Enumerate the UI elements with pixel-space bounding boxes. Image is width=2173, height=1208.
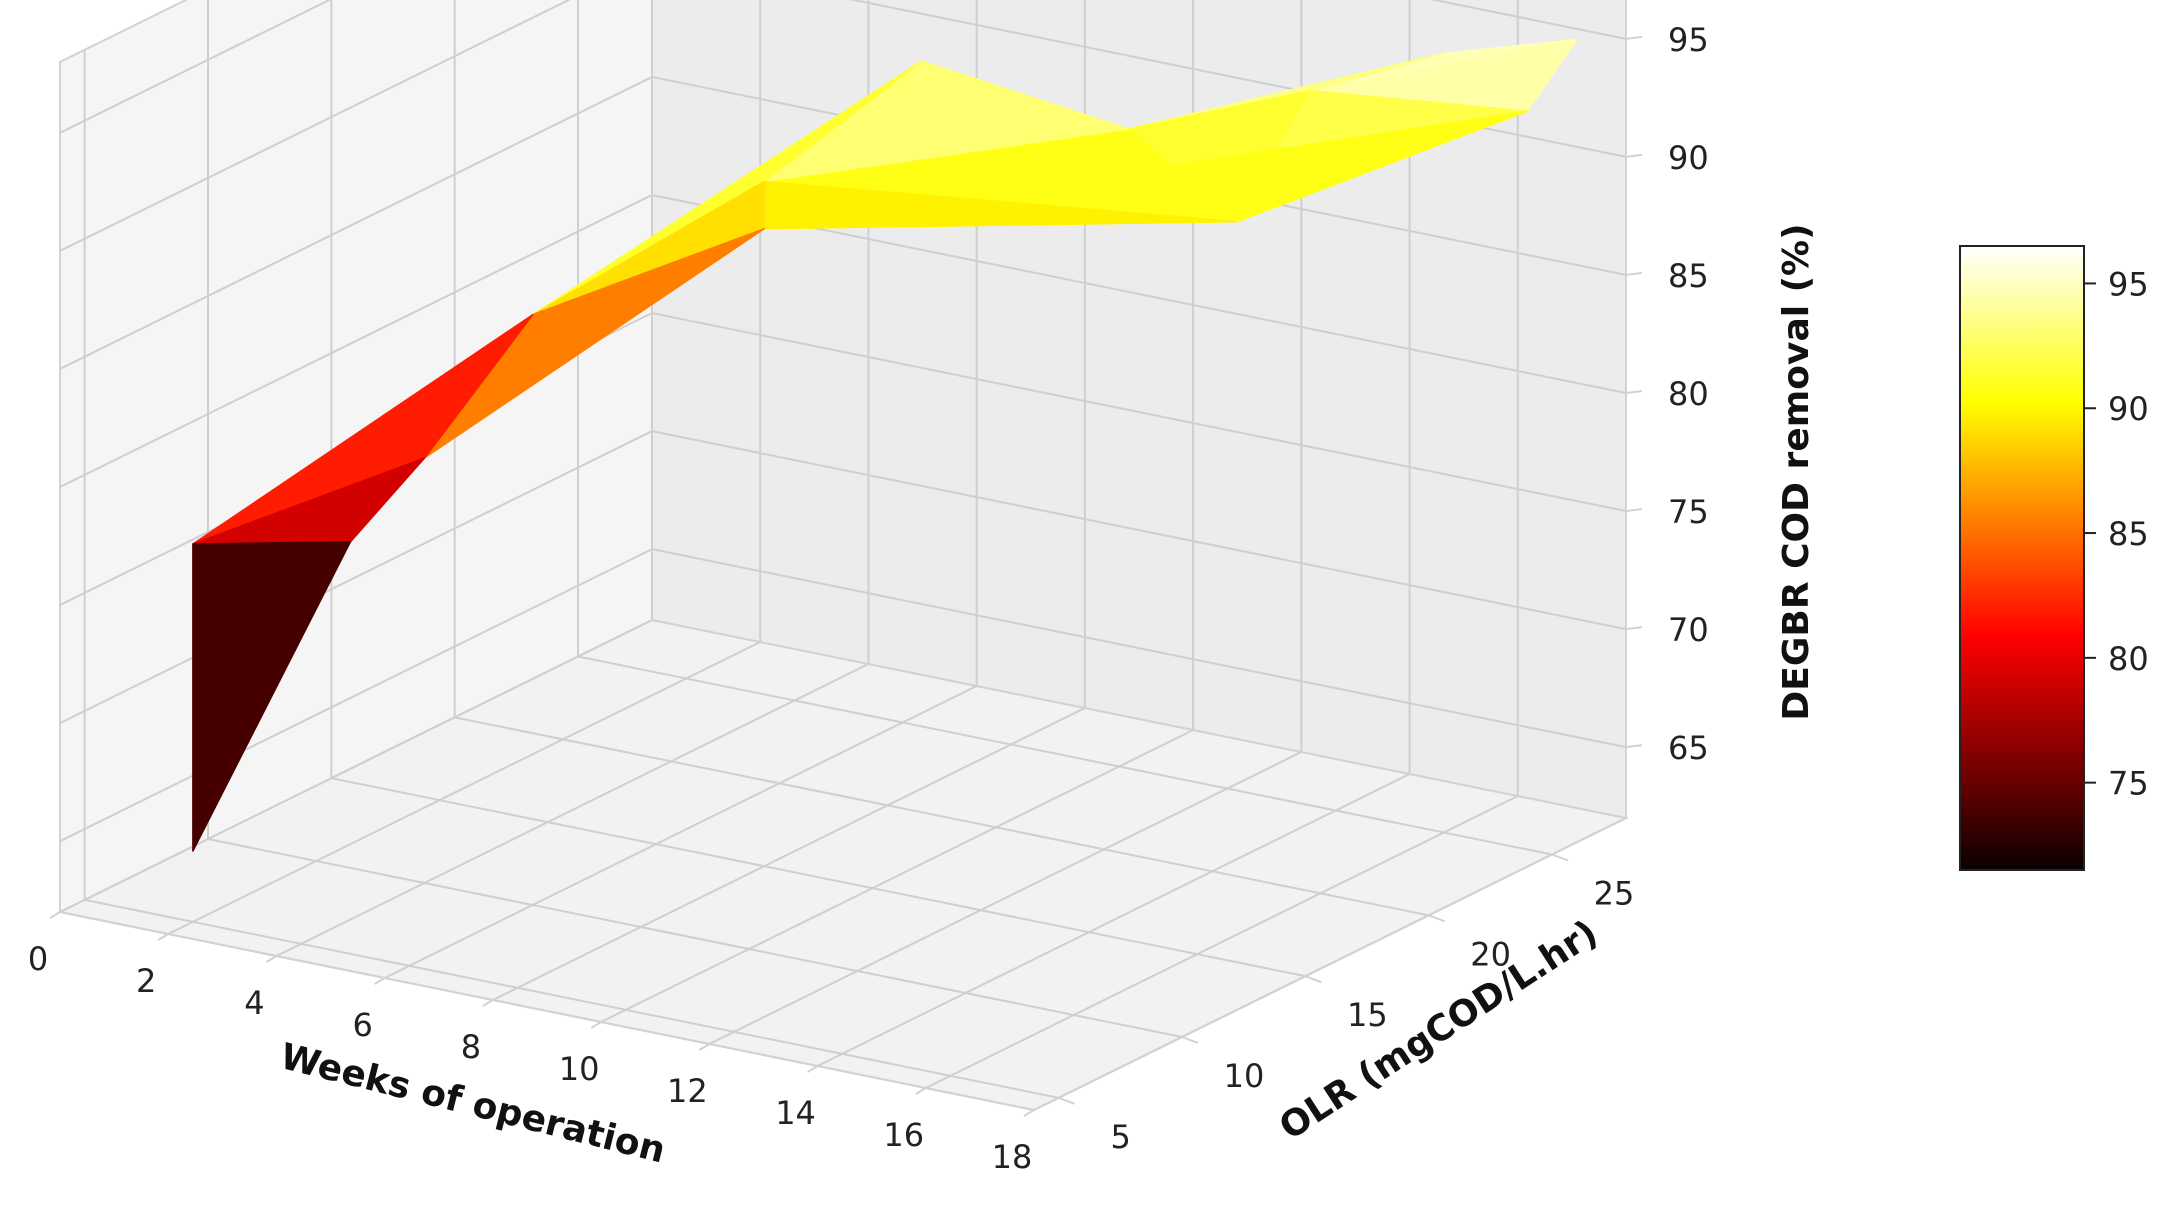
x-tick-label: 14 [775,1094,816,1132]
x-tick [49,911,61,919]
x-grid-floor [817,773,1410,1067]
z-axis-label: DEGBR COD removal (%) [1776,223,1817,720]
x-tick [915,1087,927,1095]
x-tick-label: 4 [244,984,264,1022]
z-grid-left [59,76,653,370]
x-tick-label: 2 [136,962,156,1000]
y-tick [1428,914,1446,923]
x-tick-label: 10 [559,1050,600,1088]
z-tick-label: 80 [1668,375,1709,413]
z-tick [1625,390,1643,394]
y-tick-label: 25 [1594,875,1635,913]
x-grid-floor [708,751,1302,1045]
y-grid-floor [331,777,1306,978]
z-tick [1625,35,1643,40]
z-tick-label: 75 [1668,493,1709,531]
x-grid-floor [384,685,978,979]
y-tick [1181,1036,1199,1044]
z-grid-left [59,194,653,488]
z-tick [1625,626,1643,631]
x-tick [698,1043,710,1051]
y-tick [1058,1096,1076,1105]
z-grid-left [59,0,332,134]
x-tick-label: 6 [352,1006,372,1044]
y-tick [1304,975,1322,984]
x-tick-label: 12 [667,1072,708,1110]
colorbar-tick-label: 80 [2108,640,2149,678]
x-grid-floor [276,663,869,957]
colorbar-scale [1959,245,2085,871]
x-tick [157,933,169,941]
y-grid-floor [577,655,1553,856]
colorbar-tick-label: 75 [2108,765,2149,803]
x-grid-floor [492,707,1086,1001]
z-grid-left [59,548,653,843]
x-tick-label: 8 [461,1028,481,1066]
colorbar: 75 80 85 90 95 [1959,245,2149,871]
x-tick-label: 16 [883,1116,924,1154]
y-tick [1551,853,1569,862]
colorbar-ticks: 75 80 85 90 95 [2084,265,2149,803]
z-grid-left [59,430,653,725]
z-grid-left [59,0,571,252]
surface-plot [192,38,1578,852]
y-tick-label: 10 [1224,1057,1265,1095]
axis-ticks: 0 2 4 6 8 10 12 14 16 18 5 10 15 20 25 65 70 75 80 85 90 95 [28,21,1709,1176]
y-grid-floor [207,838,1183,1038]
x-axis-line [59,911,1035,1111]
y-axis-line [1033,817,1627,1111]
x-tick-label: 18 [992,1138,1033,1176]
z-tick [1625,744,1643,749]
y-grid-floor [84,898,1059,1099]
z-tick [1625,153,1643,158]
z-grid-back [651,430,1627,631]
x-tick [265,955,277,963]
z-grid-back [651,548,1627,749]
z-tick-label: 95 [1668,21,1709,59]
x-tick-label: 0 [28,940,48,978]
z-grid-back [651,312,1627,513]
x-tick [1023,1109,1035,1117]
y-tick-label: 5 [1110,1118,1130,1156]
x-tick [807,1065,819,1073]
x-grid-floor [925,795,1519,1089]
z-grid-back [1429,0,1627,40]
y-tick-label: 15 [1347,996,1388,1034]
x-grid-floor [600,729,1194,1023]
z-tick-label: 85 [1668,257,1709,295]
z-tick [1625,508,1643,513]
x-grid-floor [59,619,653,913]
x-grid-floor [167,641,761,935]
z-tick-label: 65 [1668,729,1709,767]
z-tick-label: 70 [1668,611,1709,649]
colorbar-tick-label: 95 [2108,265,2149,303]
x-tick [482,999,494,1007]
colorbar-tick-label: 85 [2108,515,2149,553]
colorbar-tick-label: 90 [2108,390,2149,428]
x-tick [374,977,386,985]
z-tick-label: 90 [1668,139,1709,177]
surface-facet [192,540,352,852]
y-tick-label: 20 [1470,935,1511,973]
z-tick [1625,271,1643,276]
y-grid-floor [454,716,1429,917]
x-tick [590,1021,602,1029]
